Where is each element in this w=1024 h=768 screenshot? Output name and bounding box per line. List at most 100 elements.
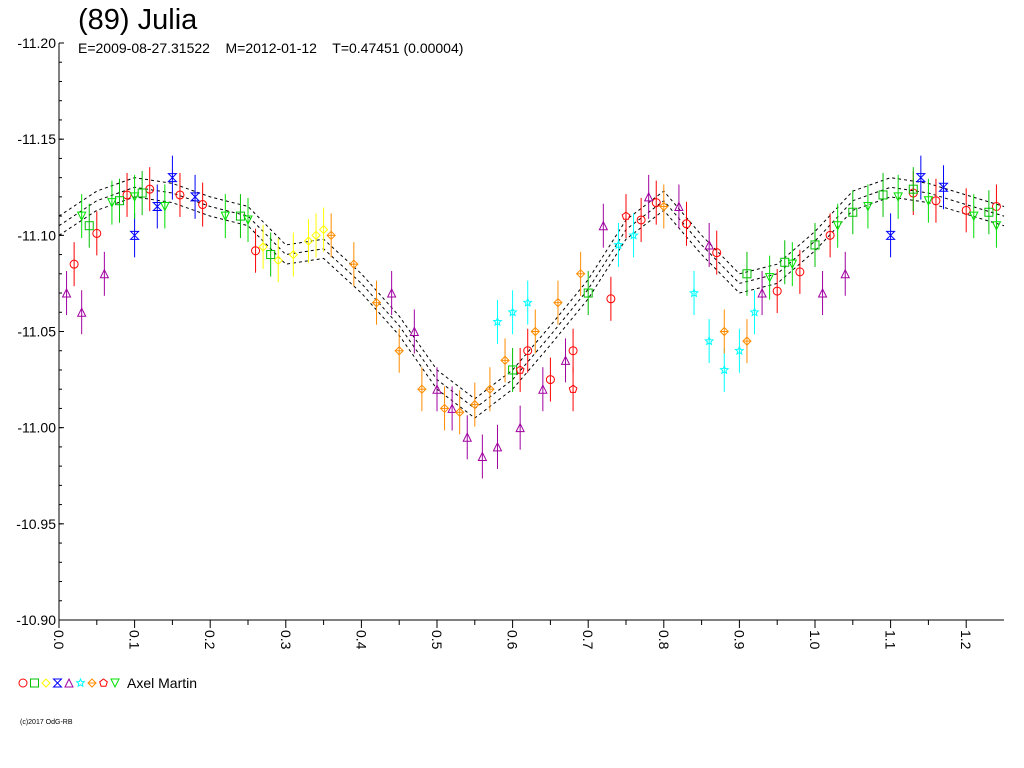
data-point <box>76 307 87 317</box>
marker-outline <box>530 326 540 337</box>
data-point <box>500 355 510 366</box>
y-tick-label: -10.95 <box>16 516 56 532</box>
data-point <box>99 268 110 279</box>
legend-marker-pentagon <box>99 678 108 687</box>
legend-marker-cross-diamond <box>87 678 97 688</box>
data-point <box>863 201 873 212</box>
legend-marker-triangle <box>64 677 74 688</box>
marker-outline <box>485 384 495 394</box>
data-point <box>175 190 185 200</box>
x-tick-label: 1.0 <box>807 630 823 650</box>
fit-curve-band <box>58 177 1005 400</box>
data-point <box>220 211 231 222</box>
legend-marker-triangle-down <box>110 678 120 689</box>
data-point <box>893 192 903 202</box>
y-tick-label: -11.20 <box>17 35 56 51</box>
data-point <box>961 205 971 215</box>
y-tick-label: -11.05 <box>17 324 56 340</box>
y-tick-label: -11.00 <box>17 420 56 436</box>
data-point <box>129 192 140 202</box>
data-point <box>757 287 767 298</box>
data-point <box>129 230 140 240</box>
data-point <box>530 326 540 337</box>
data-point <box>152 201 163 211</box>
data-point <box>810 240 820 250</box>
data-point <box>598 220 609 231</box>
data-point <box>681 219 691 229</box>
data-point <box>84 221 94 231</box>
data-point <box>417 384 427 394</box>
data-point <box>968 211 979 222</box>
marker-outline <box>500 355 510 366</box>
data-point <box>454 407 465 417</box>
y-tick-label: -11.10 <box>17 227 56 243</box>
series-3 <box>258 207 329 283</box>
data-point <box>470 399 480 410</box>
x-tick-label: 0.8 <box>656 630 672 650</box>
data-point <box>575 269 586 279</box>
data-point <box>258 242 268 252</box>
data-point <box>817 287 828 298</box>
chart-title: (89) Julia <box>78 4 198 36</box>
data-point <box>160 201 170 212</box>
data-point <box>560 355 571 365</box>
data-point <box>848 207 858 217</box>
data-point <box>840 268 851 279</box>
data-point <box>878 190 888 200</box>
marker-outline <box>742 336 752 346</box>
data-point <box>273 255 283 266</box>
copyright-text: (c)2017 OdG-RB <box>20 719 73 726</box>
series-6 <box>492 213 760 392</box>
data-point <box>764 273 775 283</box>
data-point <box>522 297 533 307</box>
marker-outline <box>575 269 586 279</box>
data-point <box>787 259 798 270</box>
data-point <box>719 364 730 375</box>
legend: Axel Martin <box>18 675 197 691</box>
data-point <box>938 182 949 192</box>
data-point <box>780 257 790 267</box>
data-point <box>553 297 563 308</box>
data-point <box>114 196 124 206</box>
data-point <box>523 346 533 356</box>
data-point <box>167 173 178 183</box>
data-point <box>991 221 1002 231</box>
data-point <box>243 215 253 226</box>
data-point <box>742 269 752 279</box>
data-point <box>409 326 420 336</box>
data-point <box>462 432 473 442</box>
fit-curve <box>58 186 1005 410</box>
data-point <box>288 249 299 260</box>
data-point <box>189 192 201 202</box>
data-point <box>772 286 782 296</box>
data-point <box>606 294 616 304</box>
data-point <box>92 228 102 238</box>
data-point <box>795 267 805 277</box>
series-4 <box>129 155 949 258</box>
data-point <box>832 221 843 231</box>
data-point <box>636 215 646 225</box>
data-point <box>712 248 722 258</box>
series-7 <box>326 184 752 435</box>
data-point <box>704 239 714 250</box>
data-point <box>734 345 745 356</box>
data-point <box>643 191 654 202</box>
legend-marker-star <box>75 677 86 688</box>
data-point <box>742 336 752 346</box>
marker-outline <box>87 678 97 688</box>
marker-outline <box>470 399 480 410</box>
data-point <box>485 384 495 394</box>
marker-outline <box>719 326 729 337</box>
data-point <box>326 230 336 241</box>
data-point <box>931 196 941 206</box>
data-point <box>825 230 835 240</box>
data-point <box>318 224 329 235</box>
x-tick-label: 1.1 <box>883 630 899 650</box>
legend-observer: Axel Martin <box>127 675 198 691</box>
legend-marker-square <box>30 678 39 688</box>
data-point <box>651 198 661 208</box>
data-point <box>311 230 321 241</box>
data-point <box>386 287 397 298</box>
data-point <box>76 211 87 222</box>
series-2 <box>84 167 994 392</box>
